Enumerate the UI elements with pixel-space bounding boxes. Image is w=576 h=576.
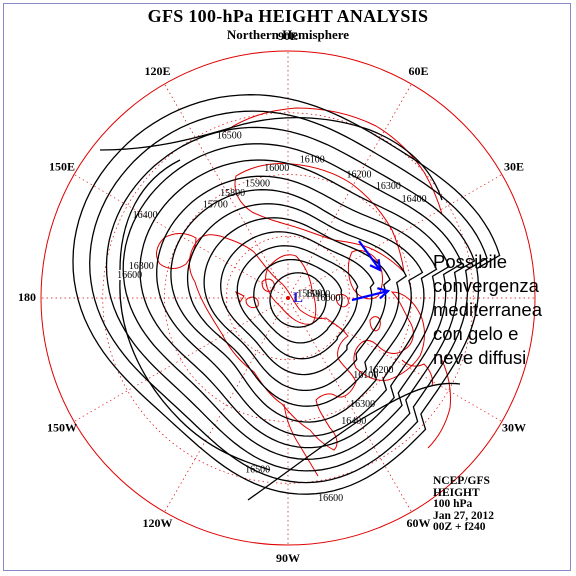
annotation-line: convergenza [433, 275, 539, 296]
longitude-label: 120E [144, 64, 170, 78]
contour-label: 16500 [245, 465, 270, 476]
coastlines [156, 107, 451, 477]
contour-label: 16600 [318, 493, 343, 504]
coast-uk [369, 316, 381, 332]
coast-asia [234, 163, 405, 274]
annotation-line: con gelo e [433, 323, 519, 344]
longitude-label: 30E [504, 159, 524, 173]
height-contour [186, 203, 408, 407]
contour-label: 16400 [133, 210, 158, 221]
contour-label: 16100 [353, 370, 378, 381]
height-contour [269, 272, 327, 328]
height-contour [122, 143, 463, 460]
height-contour [72, 94, 501, 495]
credit-line: HEIGHT [433, 486, 480, 499]
low-pressure-center: L [293, 290, 303, 306]
coast-north-america [188, 234, 357, 451]
height-contour [203, 217, 391, 392]
meridian-line [73, 174, 283, 296]
contour-label: 16100 [300, 154, 325, 165]
contour-label: 16000 [316, 293, 341, 304]
coast-scandinavia [347, 249, 383, 300]
height-contour [99, 116, 443, 201]
annotation-line: Possibile [433, 251, 508, 272]
height-contour [247, 382, 461, 501]
plot-frame [3, 3, 571, 571]
longitude-label: 90W [276, 551, 300, 565]
model-credits: NCEP/GFS HEIGHT 100 hPa Jan 27, 2012 00Z… [433, 475, 495, 534]
coast-africa [427, 355, 451, 449]
arrow-icon [351, 287, 391, 302]
longitude-label: 30W [502, 420, 526, 434]
credit-line: Jan 27, 2012 [433, 509, 495, 522]
coast-greenland [265, 254, 317, 325]
height-contour [170, 189, 424, 423]
contour-label: 16200 [369, 365, 394, 376]
height-contour [89, 110, 488, 484]
map-title: GFS 100-hPa HEIGHT ANALYSIS [147, 6, 429, 26]
arrow-icon [358, 240, 382, 272]
contour-label: 15800 [297, 288, 322, 299]
credit-line: NCEP/GFS [433, 475, 490, 487]
credit-line: 00Z + f240 [433, 521, 486, 533]
height-contour [156, 175, 438, 437]
contour-label: 15800 [220, 188, 245, 199]
credit-line: 100 hPa [433, 498, 473, 510]
north-pole-dot [286, 296, 290, 300]
height-contour [220, 231, 375, 376]
convergence-arrows [351, 240, 391, 302]
meridian-line [73, 300, 283, 422]
longitude-label: 60E [408, 64, 428, 78]
longitude-label: 150W [47, 420, 77, 434]
map-subtitle: Northern Hemisphere [226, 27, 350, 42]
longitude-label: 120W [143, 516, 173, 530]
contour-label: 15900 [245, 178, 270, 189]
contour-label: 16300 [350, 399, 375, 410]
annotation-line: mediterranea [433, 299, 543, 320]
contour-label: 16200 [347, 169, 372, 180]
coast-central-america [283, 403, 319, 477]
coast-alaska [156, 233, 197, 269]
contour-label: 16400 [341, 416, 366, 427]
contour-label: 16400 [402, 194, 427, 205]
longitude-labels: 90E 60E 30E 120E 150E 180 150W 120W 90W 60W 30W [18, 29, 526, 565]
contour-label: 16000 [264, 163, 289, 174]
height-contours [72, 94, 501, 501]
height-contour [139, 159, 450, 449]
latitude-circle [225, 235, 351, 361]
contour-label: 16500 [217, 131, 242, 142]
height-contour [119, 159, 181, 271]
longitude-label: 60W [407, 516, 431, 530]
latitude-circle [102, 112, 474, 484]
height-contour [105, 126, 476, 472]
map-boundary-circle [40, 50, 536, 546]
height-contour [236, 245, 359, 360]
contour-label: 16300 [129, 261, 154, 272]
longitude-label: 90E [278, 29, 298, 43]
height-contour [253, 258, 343, 344]
contour-label: 16600 [117, 270, 142, 281]
coast-asia-outer [223, 107, 443, 215]
longitude-label: 180 [18, 290, 36, 304]
contour-labels: 1650016100160001590016200163001640016400… [117, 131, 427, 504]
contour-label: 15900 [305, 289, 330, 300]
height-contour [119, 279, 271, 471]
contour-label: 15700 [203, 199, 228, 210]
forecast-annotation: Possibile convergenza mediterranea con g… [433, 250, 573, 370]
contour-label: 16300 [376, 181, 401, 192]
longitude-label: 150E [49, 159, 75, 173]
annotation-line: neve diffusi [433, 347, 527, 368]
